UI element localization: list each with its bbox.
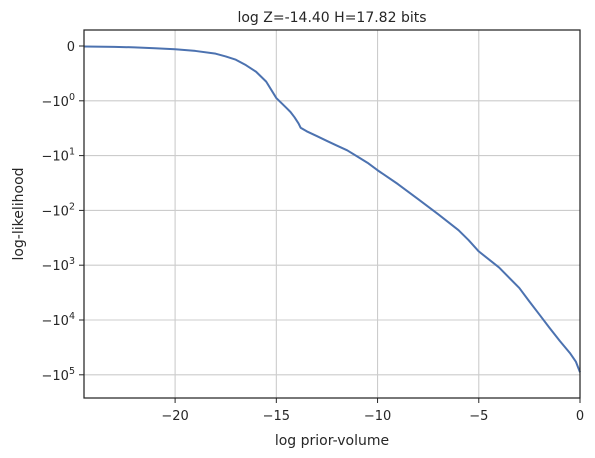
y-tick-label: −100 — [42, 92, 75, 110]
y-tick-label: 0 — [67, 40, 75, 55]
y-axis-label: log-likelihood — [11, 167, 27, 260]
y-tick-label: −102 — [42, 201, 75, 219]
y-tick-label: −103 — [42, 256, 75, 274]
y-tick-label: −105 — [42, 366, 75, 384]
x-axis-label: log prior-volume — [275, 433, 389, 449]
y-axis-ticks: 0 −100 −101 −102 −103 −104 −105 — [42, 40, 84, 384]
y-tick-label: −104 — [42, 311, 75, 329]
x-tick-label: −10 — [364, 409, 391, 424]
plot-frame — [83, 29, 581, 399]
grid — [84, 30, 580, 398]
x-tick-label: 0 — [576, 409, 584, 424]
x-tick-label: −20 — [161, 409, 188, 424]
chart-title: log Z=-14.40 H=17.82 bits — [237, 10, 426, 26]
log-likelihood-line — [83, 45, 581, 373]
x-tick-label: −5 — [469, 409, 488, 424]
y-tick-label: −101 — [42, 147, 75, 165]
x-tick-label: −15 — [263, 409, 290, 424]
x-axis-ticks: −20 −15 −10 −5 0 — [161, 398, 584, 424]
